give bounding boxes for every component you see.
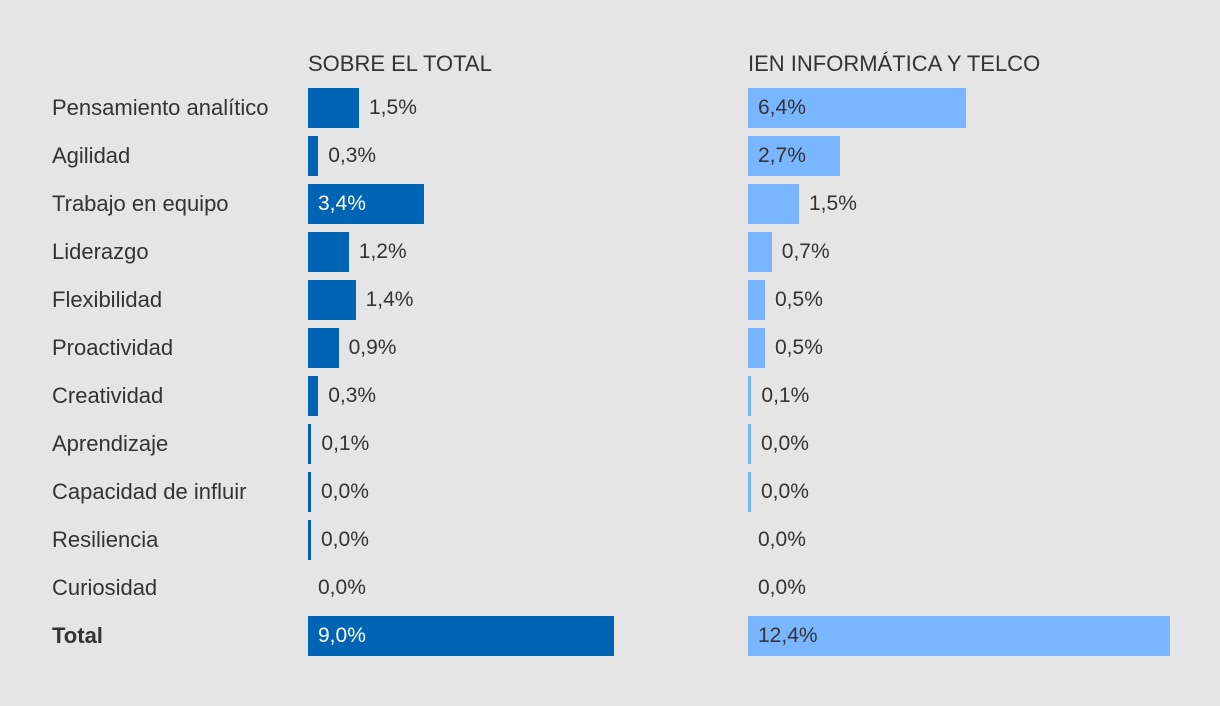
- value-label: 0,5%: [775, 336, 823, 359]
- value-label: 1,4%: [365, 288, 414, 311]
- category-label: Capacidad de influir: [52, 479, 247, 504]
- bar-ien: [748, 424, 751, 464]
- value-label: 0,7%: [781, 240, 830, 263]
- value-label: 0,0%: [758, 528, 806, 551]
- value-label: 9,0%: [318, 624, 366, 647]
- category-label: Flexibilidad: [52, 287, 163, 312]
- bar-total: [308, 136, 319, 176]
- value-label: 3,4%: [318, 192, 366, 215]
- category-label: Liderazgo: [52, 239, 149, 264]
- bar-ien: [748, 472, 751, 512]
- bar-total: [308, 376, 319, 416]
- bar-total: [308, 88, 359, 128]
- value-label: 6,4%: [758, 96, 806, 119]
- bar-total: [308, 328, 339, 368]
- value-label: 0,3%: [328, 144, 377, 167]
- bar-total: [308, 616, 614, 656]
- value-label: 0,0%: [321, 528, 369, 551]
- category-label: Agilidad: [52, 143, 131, 168]
- bar-ien: [748, 88, 966, 128]
- category-label: Curiosidad: [52, 575, 158, 600]
- value-label: 1,5%: [809, 192, 857, 215]
- value-label: 0,1%: [321, 432, 370, 455]
- bar-ien: [748, 136, 840, 176]
- value-label: 0,0%: [758, 576, 806, 599]
- category-label: Resiliencia: [52, 527, 159, 552]
- value-label: 0,0%: [321, 480, 369, 503]
- value-label: 1,5%: [369, 96, 417, 119]
- category-label: Pensamiento analítico: [52, 95, 269, 120]
- value-label: 2,7%: [758, 144, 806, 167]
- value-label: 0,0%: [761, 432, 809, 455]
- bar-ien: [748, 616, 1170, 656]
- bar-ien: [748, 232, 772, 272]
- bar-total: [308, 424, 312, 464]
- bar-ien: [748, 328, 765, 368]
- value-label: 0,5%: [775, 288, 823, 311]
- bar-total: [308, 232, 349, 272]
- bar-total: [308, 184, 424, 224]
- series-title-ien: IEN INFORMÁTICA Y TELCO: [748, 51, 1041, 76]
- value-label: 1,2%: [358, 240, 407, 263]
- value-label: 0,1%: [761, 384, 810, 407]
- value-label: 0,0%: [318, 576, 366, 599]
- bar-total: [308, 520, 311, 560]
- bar-ien: [748, 184, 799, 224]
- category-label: Trabajo en equipo: [52, 191, 229, 216]
- bar-total: [308, 280, 356, 320]
- value-label: 12,4%: [758, 624, 818, 647]
- value-label: 0,3%: [328, 384, 377, 407]
- category-label: Proactividad: [52, 335, 174, 360]
- value-label: 0,0%: [761, 480, 809, 503]
- value-label: 0,9%: [348, 336, 397, 359]
- series-title-total: SOBRE EL TOTAL: [308, 51, 492, 76]
- bar-total: [308, 472, 311, 512]
- category-label: Aprendizaje: [52, 431, 169, 456]
- category-label: Creatividad: [52, 383, 164, 408]
- bar-ien: [748, 280, 765, 320]
- category-label: Total: [52, 623, 103, 648]
- bar-ien: [748, 376, 752, 416]
